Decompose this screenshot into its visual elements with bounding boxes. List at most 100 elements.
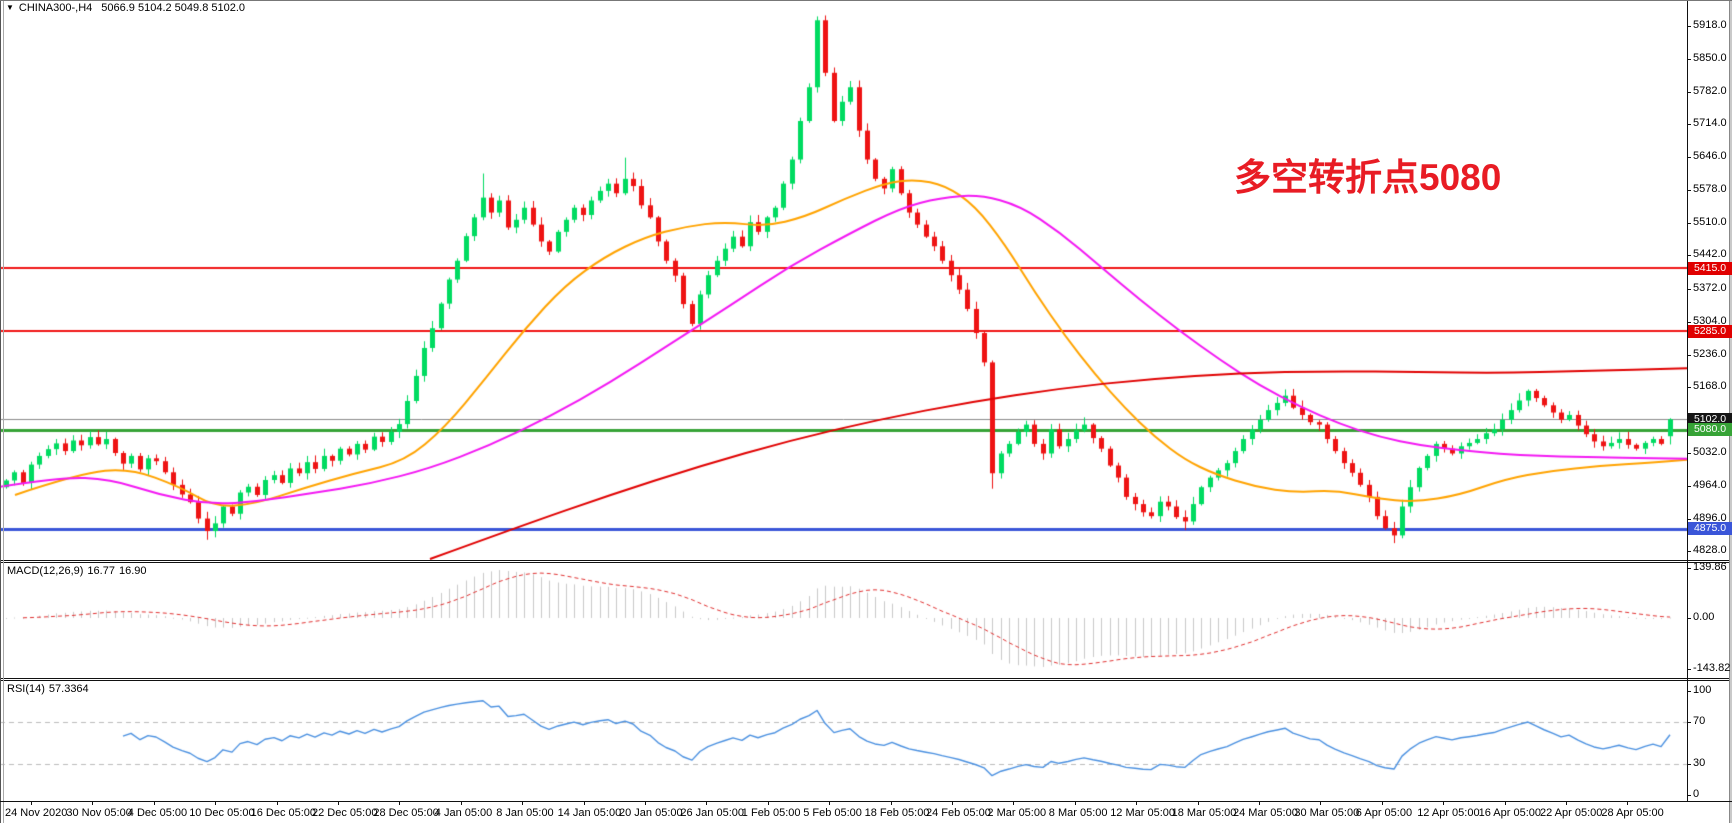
date-label: 26 Jan 05:00 bbox=[680, 807, 745, 819]
date-label: 14 Jan 05:00 bbox=[557, 807, 622, 819]
price-badge: 5080.0 bbox=[1688, 423, 1732, 437]
date-label: 24 Nov 2020 bbox=[5, 807, 68, 819]
macd-tick-label: 139.86 bbox=[1693, 561, 1727, 573]
date-tick bbox=[522, 802, 524, 805]
macd-rsi-divider[interactable] bbox=[0, 678, 1732, 679]
macd-tick bbox=[1687, 669, 1691, 670]
date-tick bbox=[829, 802, 831, 805]
price-tick-label: 4964.0 bbox=[1693, 478, 1727, 491]
price-tick bbox=[1687, 551, 1691, 552]
date-label: 18 Mar 05:00 bbox=[1171, 807, 1237, 819]
rsi-value: 57.3364 bbox=[48, 683, 89, 695]
price-badge: 5102.0 bbox=[1688, 412, 1732, 426]
price-tick bbox=[1687, 190, 1691, 191]
price-tick-label: 5032.0 bbox=[1693, 446, 1727, 459]
price-tick bbox=[1687, 223, 1691, 224]
price-badge: 5285.0 bbox=[1688, 324, 1732, 338]
rsi-tick-label: 0 bbox=[1693, 788, 1700, 800]
price-tick-label: 5236.0 bbox=[1693, 347, 1727, 360]
date-tick bbox=[767, 802, 769, 805]
macd-panel-canvas[interactable] bbox=[0, 563, 1687, 678]
macd-tick bbox=[1687, 568, 1691, 569]
price-axis[interactable]: 5918.0 5850.0 5782.0 5714.0 5646.0 5578.0 5510… bbox=[1687, 1, 1732, 801]
date-tick bbox=[338, 802, 339, 805]
date-label: 22 Dec 05:00 bbox=[312, 807, 378, 819]
date-tick bbox=[31, 802, 32, 805]
macd-tick-label: -143.82 bbox=[1693, 662, 1731, 674]
date-tick bbox=[92, 802, 94, 805]
macd-name: MACD(12,26,9) bbox=[7, 565, 84, 577]
date-label: 28 Dec 05:00 bbox=[373, 807, 439, 819]
date-tick bbox=[1627, 802, 1629, 805]
date-label: 12 Apr 05:00 bbox=[1417, 807, 1480, 819]
date-label: 30 Nov 05:00 bbox=[66, 807, 132, 819]
date-label: 4 Dec 05:00 bbox=[127, 807, 188, 819]
symbol-name: CHINA300-,H4 bbox=[18, 2, 93, 14]
price-tick bbox=[1687, 322, 1691, 323]
rsi-panel-top-border bbox=[0, 680, 1732, 681]
rsi-tick-label: 100 bbox=[1693, 684, 1712, 696]
date-tick bbox=[645, 802, 646, 805]
macd-tick-label: 0.00 bbox=[1693, 611, 1715, 623]
price-tick bbox=[1687, 355, 1691, 356]
date-label: 16 Apr 05:00 bbox=[1478, 807, 1541, 819]
price-tick-label: 5782.0 bbox=[1693, 84, 1727, 97]
date-label: 16 Dec 05:00 bbox=[250, 807, 317, 819]
date-label: 2 Mar 05:00 bbox=[987, 807, 1047, 819]
rsi-name: RSI(14) bbox=[7, 683, 45, 695]
price-tick bbox=[1687, 124, 1691, 125]
date-tick bbox=[1504, 802, 1506, 805]
window-right-edge bbox=[1729, 1, 1732, 823]
window-left-edge bbox=[0, 1, 1, 823]
price-tick-label: 5850.0 bbox=[1693, 51, 1727, 64]
price-tick-label: 5578.0 bbox=[1693, 182, 1727, 195]
main-macd-divider[interactable] bbox=[0, 560, 1732, 561]
date-label: 24 Mar 05:00 bbox=[1233, 807, 1298, 819]
date-tick bbox=[276, 802, 278, 805]
price-tick bbox=[1687, 157, 1691, 158]
price-tick bbox=[1687, 92, 1691, 93]
date-tick bbox=[952, 802, 953, 805]
time-axis[interactable]: 24 Nov 2020 30 Nov 05:00 4 Dec 05:00 10 Dec… bbox=[0, 801, 1732, 823]
price-badge: 4875.0 bbox=[1688, 522, 1732, 536]
date-tick bbox=[1320, 802, 1322, 805]
date-tick bbox=[706, 802, 708, 805]
annotation-text: 多空转折点5080 bbox=[1234, 157, 1502, 198]
date-label: 28 Apr 05:00 bbox=[1601, 807, 1664, 819]
macd-value-signal: 16.90 bbox=[118, 565, 147, 577]
date-tick bbox=[1566, 802, 1567, 805]
price-tick bbox=[1687, 387, 1691, 388]
price-tick bbox=[1687, 453, 1691, 454]
price-tick bbox=[1687, 59, 1691, 60]
rsi-panel-canvas[interactable] bbox=[0, 681, 1687, 800]
date-label: 22 Apr 05:00 bbox=[1540, 807, 1603, 819]
date-label: 20 Jan 05:00 bbox=[619, 807, 683, 819]
macd-panel-top-border bbox=[0, 562, 1732, 563]
rsi-tick bbox=[1687, 691, 1691, 692]
price-tick-label: 5918.0 bbox=[1693, 19, 1727, 32]
rsi-tick bbox=[1687, 795, 1691, 796]
date-tick bbox=[1136, 802, 1138, 805]
date-label: 6 Apr 05:00 bbox=[1355, 807, 1413, 819]
rsi-tick bbox=[1687, 722, 1691, 723]
date-label: 4 Jan 05:00 bbox=[434, 807, 493, 819]
main-chart-canvas[interactable] bbox=[0, 1, 1687, 560]
date-tick bbox=[890, 802, 892, 805]
date-label: 30 Mar 05:00 bbox=[1294, 807, 1360, 819]
price-tick bbox=[1687, 26, 1691, 27]
date-label: 5 Feb 05:00 bbox=[803, 807, 862, 819]
price-tick bbox=[1687, 519, 1691, 520]
symbol-title: ▼ CHINA300-,H4 5066.9 5104.2 5049.8 5102.0 bbox=[6, 2, 245, 14]
rsi-tick bbox=[1687, 764, 1691, 765]
date-tick bbox=[1381, 802, 1383, 805]
price-tick bbox=[1687, 255, 1691, 256]
date-label: 1 Feb 05:00 bbox=[741, 807, 801, 819]
price-tick-label: 5714.0 bbox=[1693, 117, 1727, 130]
price-axis-separator bbox=[1687, 1, 1688, 801]
price-tick-label: 4828.0 bbox=[1693, 544, 1727, 557]
rsi-tick-label: 30 bbox=[1693, 756, 1706, 769]
rsi-tick-label: 70 bbox=[1693, 715, 1706, 728]
price-badge: 5415.0 bbox=[1688, 261, 1732, 275]
date-label: 12 Mar 05:00 bbox=[1110, 807, 1176, 819]
